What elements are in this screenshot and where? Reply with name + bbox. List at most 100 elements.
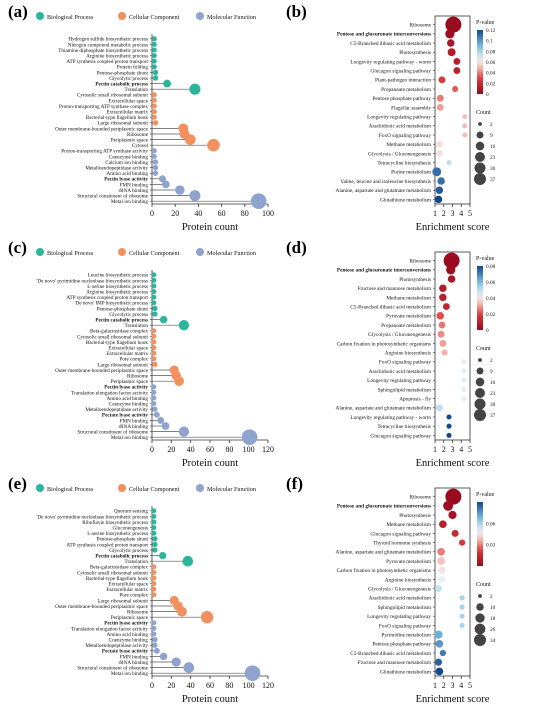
bubble-point (438, 321, 446, 329)
pvalue-tick-label: 0.04 (486, 296, 496, 302)
legend-label: Biological Process (47, 14, 94, 21)
lollipop-point (159, 551, 167, 560)
count-legend-label: 26 (490, 627, 496, 633)
lollipop-point (151, 530, 157, 536)
bubble-point (432, 167, 442, 177)
x-axis-title: Enrichment score (416, 458, 490, 469)
lollipop-point (151, 283, 157, 289)
pvalue-legend-title: P-value (476, 256, 495, 262)
y-tick-label: Outer membrane-bounded periplasmic space (55, 604, 149, 610)
y-tick-label: Pyruvate metabolism (386, 559, 432, 565)
y-tick-label: Glucagon signaling pathway (370, 69, 431, 75)
pvalue-tick-label: 0.02 (486, 81, 496, 87)
x-tick-label: 2 (442, 209, 446, 218)
lollipop-point (183, 662, 195, 673)
y-tick-label: Longevity regulating pathway - worm (350, 59, 431, 65)
y-tick-label: Hydrogen sulfide biosynthetic process (68, 36, 148, 43)
legend-marker (196, 248, 204, 256)
count-legend-marker (475, 388, 485, 398)
y-tick-label: Carbon fixation in photosynthetic organi… (337, 340, 431, 347)
lollipop-point (151, 389, 157, 395)
count-legend-label: 10 (490, 605, 496, 611)
x-tick-label: 80 (225, 681, 233, 690)
y-tick-label: Extracellular space (108, 98, 148, 104)
lollipop-point (151, 64, 157, 70)
lollipop-point (151, 581, 157, 587)
y-tick-label: 'De novo' IMP biosynthetic process (75, 301, 148, 307)
x-tick-label: 3 (451, 681, 455, 690)
count-legend-marker (476, 131, 484, 139)
count-legend-marker (478, 358, 482, 362)
bubble-point (459, 604, 465, 610)
y-tick-label: Translation (125, 559, 149, 565)
y-tick-label: Glutathione metabolism (380, 669, 432, 675)
y-tick-label: Glycolytic process (109, 76, 148, 82)
y-tick-label: Ribosome (410, 23, 432, 29)
y-tick-label: Outer membrane-bounded periplasmic space (55, 368, 149, 374)
y-tick-label: Amino acid binding (107, 171, 149, 177)
count-legend-marker (475, 613, 485, 623)
y-tick-label: Cytosolic small ribosomal subunit (77, 570, 149, 576)
x-tick-label: 80 (241, 209, 249, 218)
bubble-point (434, 658, 443, 666)
x-tick-label: 40 (194, 209, 202, 218)
y-tick-label: Arginine biosynthetic process (86, 54, 148, 60)
panel-label-d: (d) (286, 238, 307, 257)
bubble-point (447, 39, 455, 47)
x-tick-label: 0 (150, 445, 154, 454)
y-tick-label: Tetracycline biosynthesis (377, 424, 431, 430)
count-legend-label: 34 (490, 638, 496, 644)
y-tick-label: Pentose and glucuronate interconversions (337, 32, 431, 38)
pvalue-tick-label: 0.1 (486, 39, 493, 45)
x-tick-label: 60 (218, 209, 226, 218)
lollipop-point (151, 272, 157, 278)
y-tick-label: Quorum sensing (114, 509, 149, 515)
y-tick-label: Arginine biosynthesis (385, 577, 431, 583)
x-tick-label: 20 (171, 209, 179, 218)
bubble-point (459, 622, 465, 628)
x-tick-label: 1 (433, 681, 437, 690)
lollipop-point (151, 401, 157, 407)
lollipop-point (158, 175, 166, 183)
legend-label: Cellular Component (129, 14, 180, 21)
count-legend-marker (475, 377, 485, 387)
pvalue-tick-label: 0.08 (486, 49, 496, 55)
legend-marker (36, 12, 44, 20)
x-tick-label: 40 (187, 445, 195, 454)
lollipop-point (175, 185, 185, 195)
lollipop-point (152, 541, 158, 548)
y-tick-label: Glycolysis / Gluconeogenesis (368, 151, 431, 157)
y-tick-label: Methane metabolism (386, 522, 431, 528)
panel-label-e: (e) (8, 474, 27, 493)
lollipop-point (151, 300, 157, 306)
bubble-point (445, 16, 462, 33)
bubble-point (447, 275, 456, 283)
x-tick-label: 60 (206, 445, 214, 454)
x-tick-label: 3 (451, 445, 455, 454)
panel-label-c: (c) (8, 238, 27, 257)
y-tick-label: Longevity regulating pathway - worm (350, 415, 431, 421)
bubble-point (445, 29, 455, 39)
count-legend-label: 9 (490, 369, 493, 375)
count-legend-title: Count (476, 110, 491, 116)
x-tick-label: 1 (433, 445, 437, 454)
y-tick-label: Metalloendopeptidase activity (85, 166, 148, 172)
y-tick-label: Pentose phosphate pathway (372, 642, 431, 648)
x-tick-label: 20 (167, 445, 175, 454)
y-tick-label: Longevity regulating pathway (367, 115, 431, 121)
count-legend-marker (474, 398, 486, 410)
count-legend-label: 2 (490, 122, 493, 128)
y-tick-label: 'De novo' pyrimidine nucleobase biosynth… (36, 514, 148, 520)
legend-marker (196, 484, 204, 492)
bubble-point (439, 284, 447, 292)
y-tick-label: Apoptosis - fly (399, 396, 431, 403)
x-axis-title: Protein count (182, 222, 238, 233)
lollipop-point (152, 159, 159, 165)
x-axis-title: Enrichment score (416, 222, 490, 233)
go-lollipop-chart-c: Biological Process Cellular Component Mole… (36, 248, 274, 469)
panel-label-f: (f) (286, 474, 303, 493)
y-tick-label: Arachidonic acid metabolism (369, 596, 432, 602)
count-legend-title: Count (476, 582, 491, 588)
bubble-point (453, 57, 461, 65)
lollipop-point (161, 422, 170, 430)
